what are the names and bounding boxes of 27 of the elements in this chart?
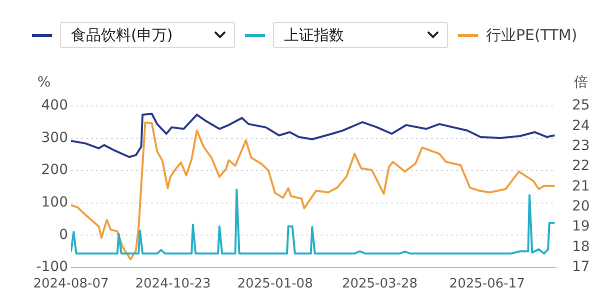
y2-tick-label: 21 <box>572 178 590 194</box>
y-tick-label: -100 <box>36 259 68 276</box>
dropdown-field: 上证指数 <box>273 22 448 48</box>
y2-tick-label: 25 <box>572 98 590 114</box>
y2-tick-label: 19 <box>572 218 590 235</box>
x-tick-label: 2024-10-23 <box>135 276 211 292</box>
y-axis-title: % <box>37 74 51 91</box>
y2-axis-title: 倍 <box>574 74 588 91</box>
y-tick-label: 300 <box>41 130 68 146</box>
x-tick-label: 2025-03-28 <box>342 276 418 292</box>
y2-tick-label: 24 <box>572 118 590 134</box>
dropdown-field: 食品饮料(申万) <box>60 22 235 48</box>
y2-tick-label: 17 <box>572 259 590 276</box>
y2-tick-label: 20 <box>572 198 590 215</box>
y2-tick-label: 23 <box>572 138 590 154</box>
legend-label: 行业PE(TTM) <box>486 26 578 44</box>
legend-label: 食品饮料(申万) <box>71 26 173 44</box>
y-tick-label: 0 <box>59 226 68 243</box>
legend-label: 上证指数 <box>284 26 344 44</box>
y2-tick-label: 22 <box>572 158 590 174</box>
x-tick-label: 2025-06-17 <box>449 276 525 292</box>
y-tick-label: 100 <box>41 194 68 210</box>
y-tick-label: 400 <box>41 98 68 114</box>
x-tick-label: 2025-01-08 <box>237 276 313 292</box>
x-tick-label: 2024-08-07 <box>33 276 109 292</box>
y-tick-label: 200 <box>41 162 68 178</box>
y2-tick-label: 18 <box>572 238 590 255</box>
